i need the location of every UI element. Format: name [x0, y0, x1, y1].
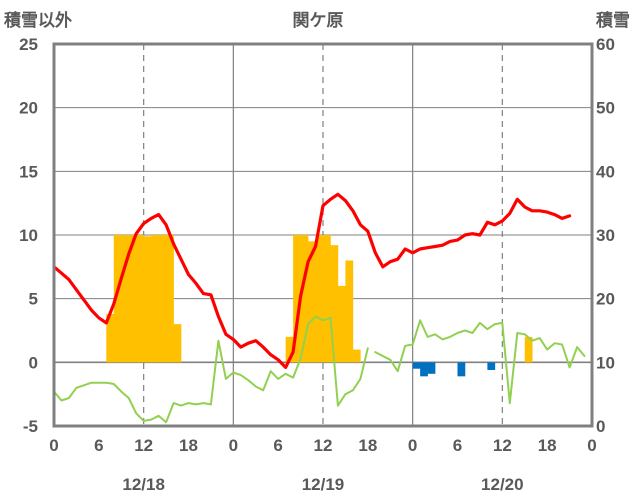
right-axis-tick: 60 [596, 35, 615, 54]
series-line [53, 315, 369, 424]
tick-labels: -5 0 5 10 15 20 25 0 10 20 30 40 50 60 0 6 12 18 0 6 12 18 0 6 1… [19, 35, 615, 494]
bar [323, 235, 331, 363]
bar [151, 235, 159, 363]
left-axis-tick: -5 [23, 417, 38, 436]
bar [106, 313, 115, 363]
bar [143, 236, 152, 363]
bar [158, 235, 167, 363]
bar [337, 285, 346, 363]
left-axis-tick: 25 [19, 35, 38, 54]
bar [420, 362, 428, 377]
bar [121, 235, 130, 363]
left-axis-tick: 5 [29, 290, 38, 309]
day-label: 12/18 [122, 475, 165, 494]
series-line [374, 319, 586, 405]
x-axis-tick: 0 [49, 436, 58, 455]
chart-title: 関ケ原 [292, 11, 344, 30]
x-axis-tick: 18 [538, 436, 557, 455]
x-axis-tick: 12 [134, 436, 153, 455]
x-axis-tick: 18 [358, 436, 377, 455]
left-axis-tick: 15 [19, 162, 38, 181]
bar [173, 324, 182, 363]
left-axis-title: 積雪以外 [4, 11, 72, 30]
bar [352, 349, 361, 363]
bar [300, 235, 309, 363]
bar [308, 241, 316, 363]
plot-frame [52, 42, 594, 428]
left-axis-tick: 10 [19, 226, 38, 245]
right-axis-tick: 50 [596, 99, 615, 118]
bar [345, 260, 354, 363]
bar [293, 235, 301, 363]
bar-series [106, 235, 533, 377]
bar [427, 362, 436, 374]
x-axis-tick: 6 [453, 436, 462, 455]
bar [136, 235, 144, 363]
right-axis-tick: 10 [596, 353, 615, 372]
x-axis-tick: 6 [94, 436, 103, 455]
bar [524, 336, 533, 363]
right-axis-tick: 0 [596, 417, 605, 436]
x-axis-tick: 0 [229, 436, 238, 455]
right-axis-tick: 40 [596, 162, 615, 181]
right-axis-title: 積雪 [596, 11, 630, 30]
x-axis-tick: 0 [587, 436, 596, 455]
x-axis-tick: 6 [273, 436, 282, 455]
bar [487, 362, 496, 370]
bar [113, 235, 122, 363]
x-axis-tick: 12 [493, 436, 512, 455]
bar [166, 235, 174, 363]
day-label: 12/19 [302, 475, 345, 494]
series-line [52, 192, 572, 369]
bar [457, 362, 466, 377]
bar [330, 245, 339, 363]
left-axis-tick: 0 [29, 353, 38, 372]
x-axis-tick: 18 [179, 436, 198, 455]
bar [128, 235, 137, 363]
left-axis-tick: 20 [19, 99, 38, 118]
bar [412, 362, 421, 369]
bar [315, 235, 324, 363]
right-axis-tick: 30 [596, 226, 615, 245]
x-axis-tick: 12 [314, 436, 333, 455]
day-label: 12/20 [481, 475, 524, 494]
x-axis-tick: 0 [408, 436, 417, 455]
bar [285, 336, 294, 363]
right-axis-tick: 20 [596, 290, 615, 309]
